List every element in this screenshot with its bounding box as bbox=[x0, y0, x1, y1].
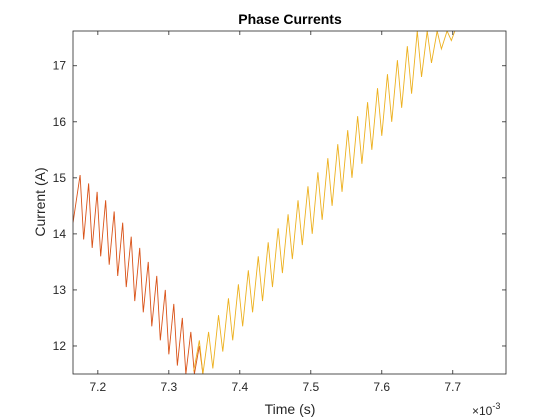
y-tick-label: 12 bbox=[53, 339, 67, 353]
y-axis: 12 13 14 15 16 17 bbox=[53, 59, 506, 353]
y-tick-label: 15 bbox=[53, 171, 67, 185]
plot-box bbox=[72, 30, 507, 375]
y-tick-label: 16 bbox=[53, 115, 67, 129]
x-tick-label: 7.3 bbox=[160, 380, 177, 394]
y-tick-label: 17 bbox=[53, 59, 67, 73]
series-layer bbox=[73, 31, 456, 374]
plot-area bbox=[73, 31, 506, 374]
series-line-2 bbox=[193, 31, 456, 374]
x-tick-label: 7.4 bbox=[231, 380, 248, 394]
x-tick-label: 7.7 bbox=[444, 380, 461, 394]
x-axis-multiplier: ×10-3 bbox=[472, 401, 500, 418]
y-tick-label: 14 bbox=[53, 227, 67, 241]
x-tick-label: 7.6 bbox=[373, 380, 390, 394]
x-tick-label: 7.2 bbox=[90, 380, 107, 394]
series-line-1 bbox=[73, 174, 204, 374]
x-multiplier-base: ×10 bbox=[472, 404, 493, 418]
x-axis-label: Time (s) bbox=[265, 401, 316, 417]
y-axis-label: Current (A) bbox=[32, 167, 48, 236]
x-axis: 7.2 7.3 7.4 7.5 7.6 7.7 bbox=[90, 31, 461, 394]
x-tick-label: 7.5 bbox=[302, 380, 319, 394]
x-multiplier-exponent: -3 bbox=[492, 401, 500, 411]
y-tick-label: 13 bbox=[53, 283, 67, 297]
chart-title: Phase Currents bbox=[238, 11, 342, 27]
